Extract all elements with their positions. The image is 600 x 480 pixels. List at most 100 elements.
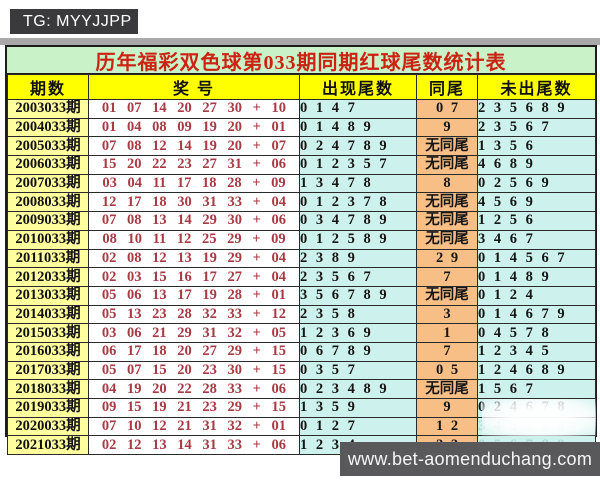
missing-tails-cell: 1 2 4 6 8 9 (477, 360, 596, 381)
divider-strip (0, 38, 600, 45)
appear-tails-cell: 3 5 6 7 8 9 (299, 285, 417, 306)
missing-tails-cell: 4 5 6 9 (477, 192, 596, 213)
missing-tails-cell: 0 2 5 6 9 (477, 173, 596, 194)
missing-tails-cell: 2 3 5 6 8 9 (477, 99, 596, 119)
tg-badge-label: TG: MYYJJPP (23, 12, 132, 30)
table-row: 2017033期 05 07 15 20 23 30 + 15 0 3 5 7 … (7, 360, 596, 381)
winning-numbers-cell: 01 04 08 09 19 20 + 01 (88, 117, 300, 138)
winning-numbers-cell: 07 08 13 14 29 30 + 06 (88, 211, 300, 231)
appear-tails-cell: 2 3 8 9 (299, 248, 417, 269)
same-tail-cell: 9 (416, 117, 478, 138)
winning-numbers-cell: 03 06 21 29 31 32 + 05 (88, 323, 300, 343)
period-cell: 2008033期 (7, 192, 89, 213)
tg-badge: TG: MYYJJPP (10, 9, 138, 34)
appear-tails-cell: 0 2 4 7 8 9 (299, 136, 417, 157)
table-row: 2020033期 07 10 12 21 31 32 + 01 0 1 2 7 … (7, 416, 596, 437)
appear-tails-cell: 0 1 2 7 (299, 416, 417, 437)
period-cell: 2010033期 (7, 229, 89, 250)
winning-numbers-cell: 04 19 20 22 28 33 + 06 (88, 379, 300, 399)
table-row: 2018033期 04 19 20 22 28 33 + 06 0 2 3 4 … (7, 379, 596, 399)
period-cell: 2011033期 (7, 248, 89, 269)
winning-numbers-cell: 02 12 13 14 31 33 + 06 (88, 435, 300, 456)
same-tail-cell: 9 (416, 398, 478, 418)
appear-tails-cell: 0 1 4 8 9 (299, 117, 417, 138)
missing-tails-cell: 2 3 5 6 7 (477, 117, 596, 138)
table-row: 2006033期 15 20 22 23 27 31 + 06 0 1 2 3 … (7, 155, 596, 175)
period-cell: 2018033期 (7, 379, 89, 399)
appear-tails-cell: 0 6 7 8 9 (299, 341, 417, 362)
table-row: 2013033期 05 06 13 17 19 28 + 01 3 5 6 7 … (7, 285, 596, 306)
winning-numbers-cell: 02 03 15 16 17 27 + 04 (88, 267, 300, 287)
same-tail-cell: 无同尾 (416, 136, 478, 157)
table-row: 2005033期 07 08 12 14 19 20 + 07 0 2 4 7 … (7, 136, 596, 157)
period-cell: 2005033期 (7, 136, 89, 157)
stats-table: 期数 奖 号 出现尾数 同尾 未出尾数 2003033期 01 07 14 20… (7, 74, 596, 456)
winning-numbers-cell: 01 07 14 20 27 30 + 10 (88, 99, 300, 119)
period-cell: 2007033期 (7, 173, 89, 194)
column-header-period: 期数 (7, 74, 89, 100)
missing-tails-cell: 0 1 4 5 6 7 (477, 248, 596, 269)
missing-tails-cell: 0 1 2 4 (477, 285, 596, 306)
table-row: 2015033期 03 06 21 29 31 32 + 05 1 2 3 6 … (7, 323, 596, 343)
website-bar: www.bet-aomenduchang.com (340, 442, 600, 476)
winning-numbers-cell: 03 04 11 17 18 28 + 09 (88, 173, 300, 194)
appear-tails-cell: 0 3 5 7 (299, 360, 417, 381)
table-body: 2003033期 01 07 14 20 27 30 + 10 0 1 4 7 … (7, 99, 596, 456)
missing-tails-cell: 1 5 6 7 (477, 379, 596, 399)
appear-tails-cell: 0 1 2 3 7 8 (299, 192, 417, 213)
same-tail-cell: 2 9 (416, 248, 478, 269)
period-cell: 2019033期 (7, 398, 89, 418)
same-tail-cell: 无同尾 (416, 379, 478, 399)
table-row: 2003033期 01 07 14 20 27 30 + 10 0 1 4 7 … (7, 99, 596, 119)
appear-tails-cell: 1 2 3 6 9 (299, 323, 417, 343)
period-cell: 2013033期 (7, 285, 89, 306)
winning-numbers-cell: 05 07 15 20 23 30 + 15 (88, 360, 300, 381)
column-header-same-tail: 同尾 (416, 74, 478, 100)
column-header-missing-tails: 未出尾数 (477, 74, 596, 100)
same-tail-cell: 7 (416, 341, 478, 362)
website-label: www.bet-aomenduchang.com (347, 448, 593, 469)
winning-numbers-cell: 09 15 19 21 23 29 + 15 (88, 398, 300, 418)
same-tail-cell: 1 2 (416, 416, 478, 437)
period-cell: 2015033期 (7, 323, 89, 343)
missing-tails-cell: 3 4 6 7 (477, 229, 596, 250)
appear-tails-cell: 0 3 4 7 8 9 (299, 211, 417, 231)
column-header-appear-tails: 出现尾数 (299, 74, 417, 100)
table-row: 2016033期 06 17 18 20 27 29 + 15 0 6 7 8 … (7, 341, 596, 362)
same-tail-cell: 无同尾 (416, 229, 478, 250)
period-cell: 2016033期 (7, 341, 89, 362)
table-row: 2012033期 02 03 15 16 17 27 + 04 2 3 5 6 … (7, 267, 596, 287)
table-row: 2019033期 09 15 19 21 23 29 + 15 1 3 5 9 … (7, 398, 596, 418)
appear-tails-cell: 0 1 2 3 5 7 (299, 155, 417, 175)
table-row: 2010033期 08 10 11 12 25 29 + 09 0 1 2 5 … (7, 229, 596, 250)
table-row: 2009033期 07 08 13 14 29 30 + 06 0 3 4 7 … (7, 211, 596, 231)
period-cell: 2009033期 (7, 211, 89, 231)
missing-tails-cell: 0 1 4 6 7 9 (477, 304, 596, 325)
winning-numbers-cell: 06 17 18 20 27 29 + 15 (88, 341, 300, 362)
same-tail-cell: 8 (416, 173, 478, 194)
appear-tails-cell: 1 3 5 9 (299, 398, 417, 418)
table-row: 2004033期 01 04 08 09 19 20 + 01 0 1 4 8 … (7, 117, 596, 138)
same-tail-cell: 无同尾 (416, 211, 478, 231)
missing-tails-cell: 1 2 3 4 5 (477, 341, 596, 362)
table-row: 2011033期 02 08 12 13 19 29 + 04 2 3 8 9 … (7, 248, 596, 269)
winning-numbers-cell: 05 13 23 28 32 33 + 12 (88, 304, 300, 325)
same-tail-cell: 无同尾 (416, 155, 478, 175)
appear-tails-cell: 2 3 5 8 (299, 304, 417, 325)
missing-tails-cell: 1 2 5 6 (477, 211, 596, 231)
same-tail-cell: 3 (416, 304, 478, 325)
stats-board: 历年福彩双色球第033期同期红球尾数统计表 期数 奖 号 出现尾数 同尾 未出尾… (5, 45, 597, 456)
table-row: 2014033期 05 13 23 28 32 33 + 12 2 3 5 8 … (7, 304, 596, 325)
table-row: 2007033期 03 04 11 17 18 28 + 09 1 3 4 7 … (7, 173, 596, 194)
winning-numbers-cell: 02 08 12 13 19 29 + 04 (88, 248, 300, 269)
appear-tails-cell: 1 3 4 7 8 (299, 173, 417, 194)
missing-tails-cell: 3 4 5 6 8 9 (477, 416, 596, 437)
winning-numbers-cell: 15 20 22 23 27 31 + 06 (88, 155, 300, 175)
period-cell: 2014033期 (7, 304, 89, 325)
same-tail-cell: 无同尾 (416, 285, 478, 306)
appear-tails-cell: 0 1 2 5 8 9 (299, 229, 417, 250)
missing-tails-cell: 0 1 4 8 9 (477, 267, 596, 287)
appear-tails-cell: 0 2 3 4 8 9 (299, 379, 417, 399)
period-cell: 2012033期 (7, 267, 89, 287)
